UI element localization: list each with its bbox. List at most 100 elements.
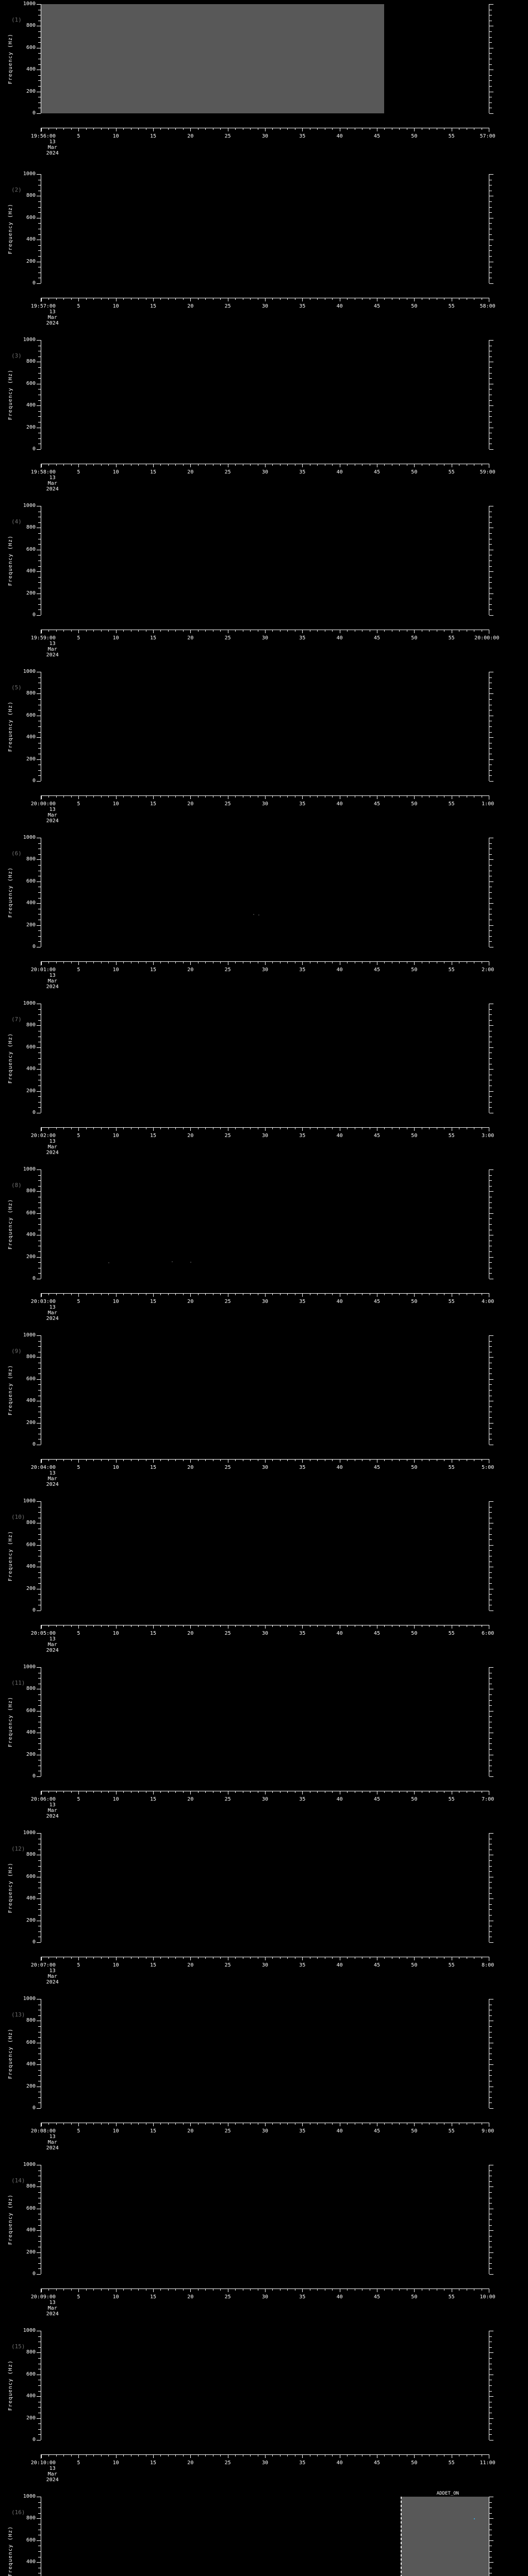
y-axis-tick-label: 800: [26, 359, 36, 365]
y-axis-tick-right: [489, 64, 492, 65]
y-axis-tick: [38, 400, 41, 401]
x-axis-tick: [332, 2123, 333, 2125]
y-axis-tick: [38, 1904, 41, 1905]
y-axis-title-label: Frequency (Hz): [7, 203, 13, 255]
y-axis-tick-right: [489, 2225, 492, 2226]
x-axis-tick: [197, 464, 199, 466]
y-axis-tick: [38, 37, 41, 38]
x-axis-tick: [116, 961, 117, 965]
x-axis-tick: [138, 1791, 139, 1793]
y-axis-tick: [38, 1390, 41, 1391]
y-axis-tick: [37, 1257, 41, 1258]
x-axis-tick: [384, 1459, 385, 1461]
y-axis-tick-right: [489, 941, 492, 942]
x-axis-tick: [190, 128, 191, 131]
x-axis-tick: [160, 795, 161, 798]
x-axis-tick: [235, 961, 236, 963]
x-axis-tick: [86, 1459, 87, 1461]
x-axis-tick: [116, 1625, 117, 1629]
x-axis-tick-label: 10: [112, 2128, 119, 2134]
plot-background: [41, 2165, 489, 2274]
y-axis-tick: [37, 1833, 41, 1834]
y-axis-tick: [38, 1384, 41, 1385]
x-axis-tick: [347, 2454, 348, 2456]
y-axis-tick-right: [489, 53, 492, 54]
x-axis-tick-label: 25: [224, 1962, 231, 1968]
x-axis-tick-label: 10: [112, 1299, 119, 1304]
y-axis-title-label: Frequency (Hz): [7, 1198, 13, 1250]
spectrogram-panel: (2) Frequency (Hz) 1000 800 600 400 200 0 19:57:…: [0, 170, 528, 336]
y-axis-tick-label: 1000: [23, 1, 36, 7]
y-axis-tick: [37, 174, 41, 175]
x-axis-tick: [168, 1625, 169, 1627]
x-axis-tick-label: 25: [224, 635, 231, 641]
y-axis-title-label: Frequency (Hz): [7, 1364, 13, 1416]
x-axis-tick-label: 15: [150, 303, 157, 309]
y-axis-tick-right: [489, 2385, 492, 2386]
x-axis-tick: [48, 630, 50, 632]
y-axis-tick-label: 200: [26, 922, 36, 928]
y-axis-tick-right: [489, 2075, 492, 2076]
x-axis-tick: [48, 1293, 50, 1295]
y-axis-tick: [38, 234, 41, 235]
x-axis-tick: [384, 961, 385, 963]
x-axis-tick: [332, 298, 333, 300]
y-axis-tick: [38, 677, 41, 678]
y-axis-tick: [38, 770, 41, 771]
x-axis-tick: [399, 630, 400, 632]
y-axis-tick: [38, 1224, 41, 1225]
x-axis-date-label: 13 Mar 2024: [46, 807, 59, 824]
x-axis-tick: [56, 2289, 57, 2291]
date-line: 13: [49, 2134, 56, 2140]
x-axis-tick: [160, 2454, 161, 2456]
y-axis-tick-label: 0: [32, 1939, 36, 1945]
x-axis-tick: [265, 128, 266, 131]
x-axis-tick: [220, 298, 221, 300]
y-axis-tick-label: 1000: [23, 1166, 36, 1172]
x-axis-tick: [123, 795, 124, 798]
x-axis-tick: [86, 1791, 87, 1793]
y-axis-tick: [38, 1428, 41, 1429]
y-axis-tick-label: 600: [26, 1044, 36, 1050]
y-axis-tick-label: 800: [26, 23, 36, 29]
x-axis-tick: [56, 1957, 57, 1959]
y-axis-tick: [38, 843, 41, 844]
y-axis-tick-right: [489, 4, 493, 5]
x-axis-tick: [86, 961, 87, 963]
date-line: Mar: [47, 647, 57, 652]
spectrogram-panel: (14) Frequency (Hz) 1000 800 600 400 200 0 20:09…: [0, 2161, 528, 2327]
y-axis-tick-right: [489, 577, 492, 578]
x-axis-tick: [205, 1459, 206, 1461]
x-axis-tick: [429, 1625, 430, 1627]
plot-background: [41, 672, 489, 781]
x-axis-start-label: 19:58:00: [30, 469, 56, 475]
x-axis-tick-label: 35: [299, 801, 306, 807]
y-axis-tick: [37, 1335, 41, 1336]
panel-number: (11): [11, 1680, 25, 1686]
x-axis-tick-label: 30: [261, 967, 269, 973]
x-axis-tick: [86, 630, 87, 632]
x-axis-tick: [429, 961, 430, 963]
x-axis-tick-label: 55: [448, 1797, 455, 1802]
y-axis-tick: [38, 1716, 41, 1717]
date-line: 13: [49, 1139, 56, 1144]
x-axis-tick: [153, 961, 154, 965]
x-axis-tick: [272, 2123, 273, 2125]
y-axis-tick-right: [489, 113, 493, 114]
date-line: 2024: [46, 818, 59, 824]
y-axis-tick: [37, 405, 41, 406]
x-axis-tick: [235, 2123, 236, 2125]
x-axis-tick: [116, 128, 117, 131]
x-axis-tick: [175, 464, 176, 466]
y-axis-tick: [38, 2192, 41, 2193]
x-axis-end-label: 57:00: [480, 133, 496, 139]
date-line: 2024: [46, 2145, 59, 2151]
y-axis-tick: [38, 699, 41, 700]
y-axis-tick-right: [489, 1069, 493, 1070]
y-axis-tick: [37, 449, 41, 450]
detection-point: [474, 2518, 475, 2520]
x-axis-tick: [399, 1625, 400, 1627]
y-axis-tick: [38, 1893, 41, 1894]
x-axis-tick: [265, 1791, 266, 1794]
date-line: 2024: [46, 486, 59, 492]
